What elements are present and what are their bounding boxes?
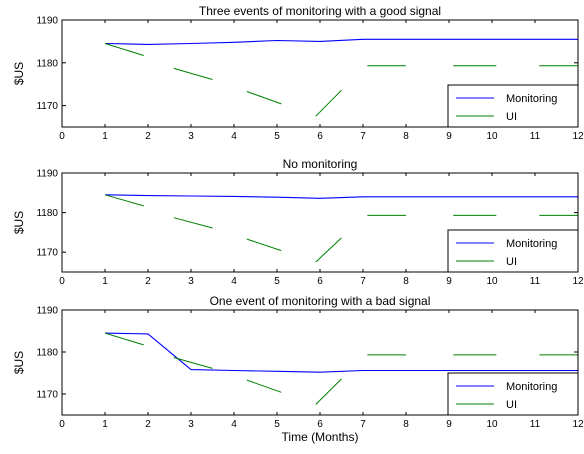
x-tick-label: 7 <box>360 131 366 142</box>
x-tick-label: 4 <box>231 276 237 287</box>
series-ui-segment <box>246 91 282 105</box>
y-tick-label: 1170 <box>36 101 58 112</box>
legend-label-ui: UI <box>506 256 517 268</box>
y-tick-label: 1180 <box>36 58 58 69</box>
y-tick-label: 1170 <box>36 390 58 401</box>
y-axis-label: $US <box>12 62 26 85</box>
chart-panel-3: One event of monitoring with a bad signa… <box>12 294 584 444</box>
x-tick-label: 12 <box>572 131 584 142</box>
x-tick-label: 9 <box>446 419 452 430</box>
axes-frame <box>61 309 579 416</box>
axes-frame <box>61 172 579 273</box>
series-ui-segment <box>173 357 213 369</box>
x-tick-label: 3 <box>188 419 194 430</box>
legend-label-ui: UI <box>506 399 517 411</box>
x-tick-label: 12 <box>572 276 584 287</box>
x-tick-label: 3 <box>188 276 194 287</box>
chart-title: One event of monitoring with a bad signa… <box>210 294 431 308</box>
x-tick-label: 1 <box>102 419 108 430</box>
x-tick-label: 7 <box>360 419 366 430</box>
x-tick-label: 11 <box>530 131 541 142</box>
x-tick-label: 9 <box>446 131 452 142</box>
x-tick-label: 2 <box>145 131 151 142</box>
x-tick-label: 4 <box>231 419 237 430</box>
x-axis-label: Time (Months) <box>282 430 359 444</box>
series-ui-segment <box>315 237 342 263</box>
x-tick-label: 6 <box>317 419 323 430</box>
y-axis-label: $US <box>12 211 26 234</box>
x-tick-label: 9 <box>446 276 452 287</box>
y-tick-label: 1190 <box>36 16 58 27</box>
x-tick-label: 2 <box>145 276 151 287</box>
x-tick-label: 1 <box>102 276 108 287</box>
x-tick-label: 2 <box>145 419 151 430</box>
legend-label-monitoring: Monitoring <box>506 381 557 393</box>
x-tick-label: 8 <box>403 276 409 287</box>
x-tick-label: 0 <box>59 131 65 142</box>
x-tick-label: 12 <box>572 419 584 430</box>
series-ui-segment <box>104 332 144 346</box>
y-tick-label: 1190 <box>36 306 58 317</box>
x-tick-label: 8 <box>403 419 409 430</box>
series-monitoring-line <box>104 38 578 45</box>
series-ui-segment <box>104 194 144 207</box>
series-ui-segment <box>315 89 342 117</box>
series-monitoring-line <box>104 332 578 373</box>
chart-panel-2: No monitoring$US0 1 2 3 4 5 6 7 8 9 10 11 1211701180… <box>12 157 584 287</box>
y-axis-label: $US <box>12 351 26 374</box>
axes-frame <box>61 19 579 128</box>
legend-box <box>447 229 579 273</box>
x-tick-label: 0 <box>59 419 65 430</box>
y-tick-label: 1190 <box>36 169 58 180</box>
series-ui-segment <box>246 379 282 393</box>
chart-title: No monitoring <box>283 157 358 171</box>
legend: Monitoring UI <box>447 229 579 273</box>
series-monitoring-line <box>104 194 578 199</box>
x-tick-label: 10 <box>486 419 498 430</box>
x-tick-label: 3 <box>188 131 194 142</box>
series-ui-segment <box>104 43 144 56</box>
x-tick-label: 6 <box>317 131 323 142</box>
x-tick-label: 10 <box>486 131 498 142</box>
x-tick-label: 11 <box>530 419 541 430</box>
legend: Monitoring UI <box>447 84 579 128</box>
x-tick-label: 4 <box>231 131 237 142</box>
x-tick-label: 10 <box>486 276 498 287</box>
x-tick-label: 6 <box>317 276 323 287</box>
x-tick-label: 5 <box>274 131 280 142</box>
legend: Monitoring UI <box>447 372 579 416</box>
chart-title: Three events of monitoring with a good s… <box>199 4 441 18</box>
x-tick-label: 1 <box>102 131 108 142</box>
x-tick-label: 7 <box>360 276 366 287</box>
chart-panel-1: Three events of monitoring with a good s… <box>12 4 584 142</box>
x-tick-label: 11 <box>530 276 541 287</box>
series-ui-segment <box>246 238 282 252</box>
legend-label-ui: UI <box>506 111 517 123</box>
x-tick-label: 0 <box>59 276 65 287</box>
y-tick-label: 1170 <box>36 248 58 259</box>
legend-box <box>447 84 579 128</box>
y-tick-label: 1180 <box>36 208 58 219</box>
legend-label-monitoring: Monitoring <box>506 238 557 250</box>
x-tick-label: 5 <box>274 419 280 430</box>
series-ui-segment <box>315 378 342 405</box>
series-ui-segment <box>173 67 213 80</box>
x-tick-label: 5 <box>274 276 280 287</box>
y-tick-label: 1180 <box>36 348 58 359</box>
series-ui-segment <box>173 217 213 229</box>
x-tick-label: 8 <box>403 131 409 142</box>
legend-label-monitoring: Monitoring <box>506 93 557 105</box>
